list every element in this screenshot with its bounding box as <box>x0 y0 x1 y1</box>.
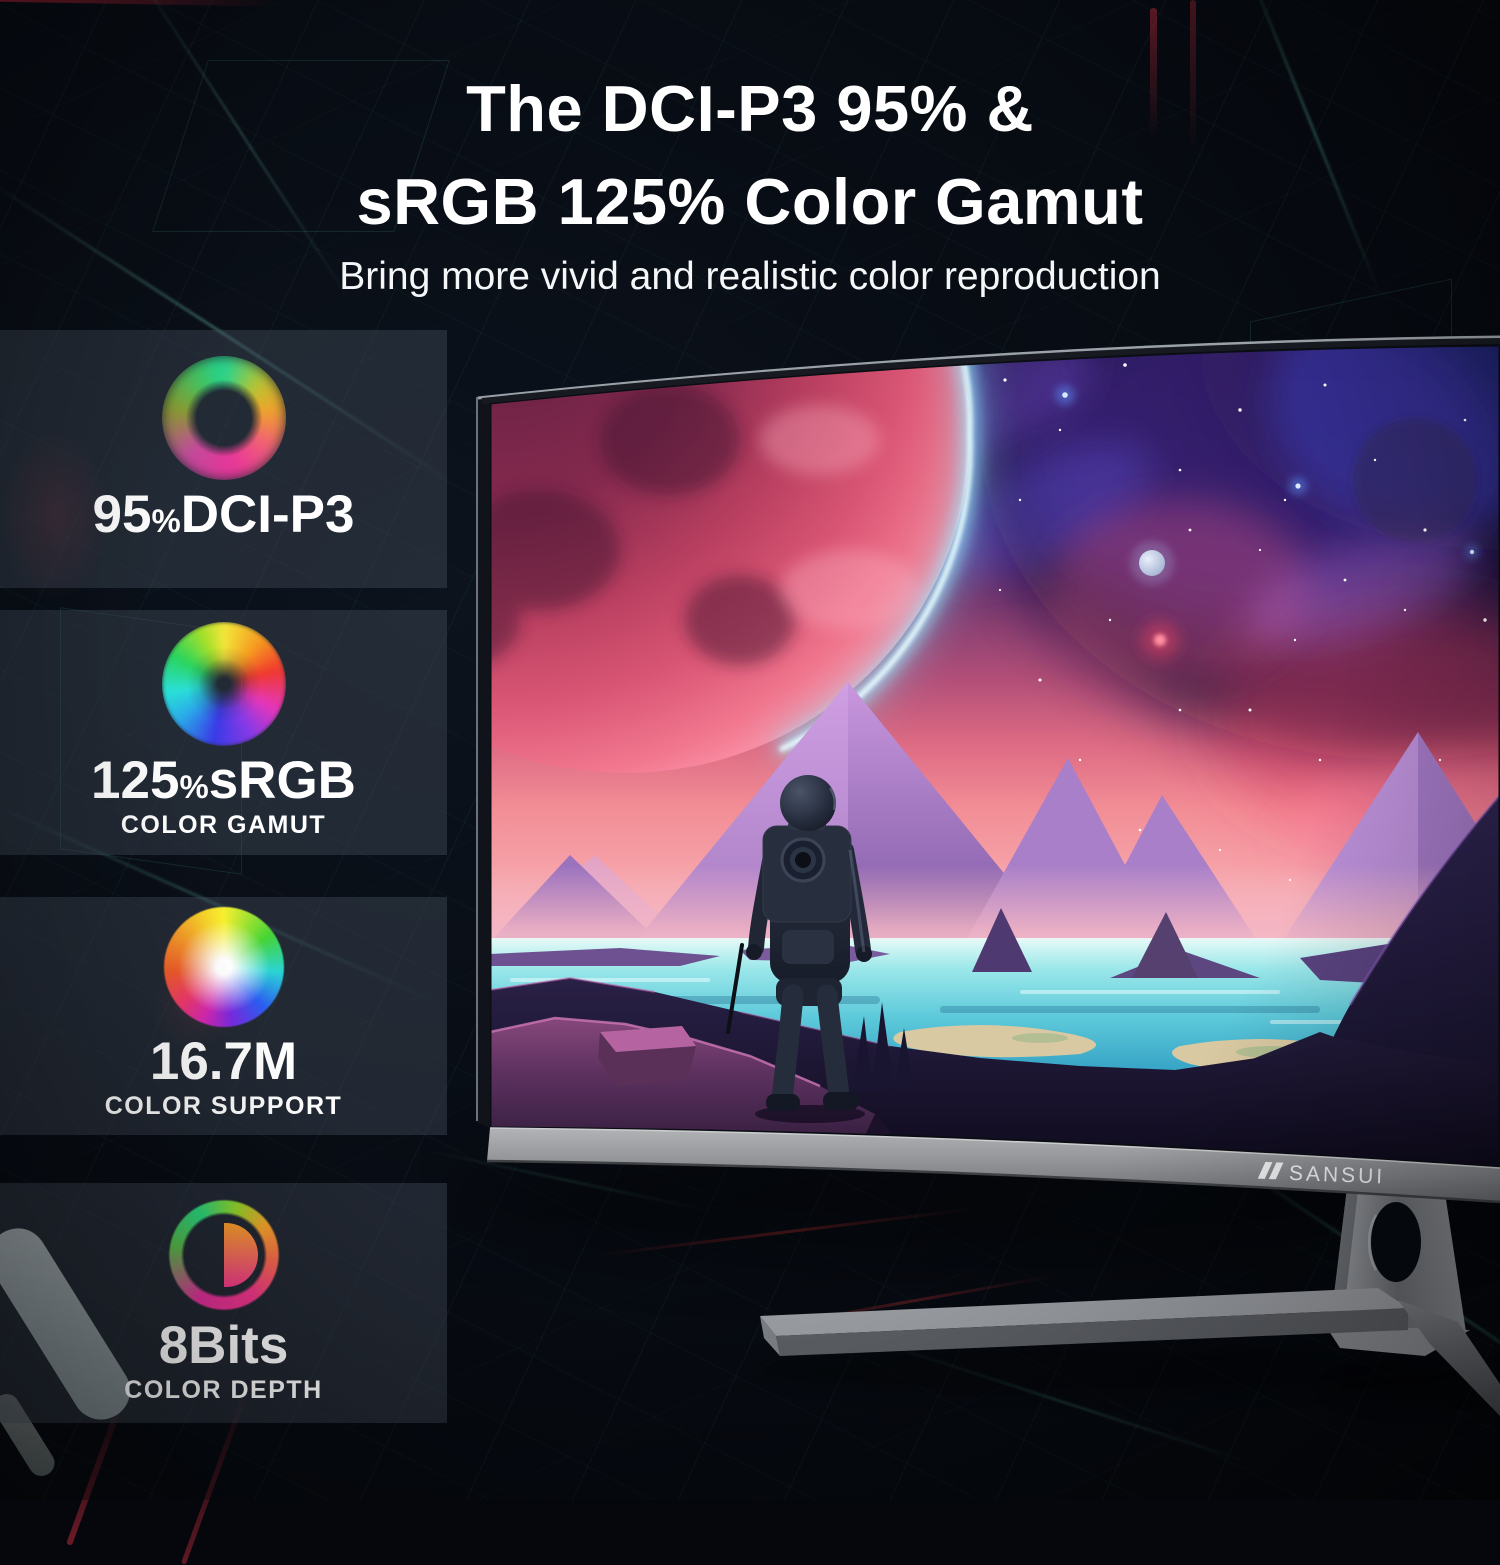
feature-percent: % <box>179 768 209 805</box>
feature-value: 125%sRGB <box>91 751 356 810</box>
monitor-stand-base <box>750 1288 1500 1416</box>
page-subtitle: Bring more vivid and realistic color rep… <box>339 255 1161 298</box>
feature-caption: COLOR SUPPORT <box>104 1092 343 1121</box>
feature-panel-srgb: 125%sRGB COLOR GAMUT <box>0 610 447 855</box>
feature-panel-color-support: 16.7M COLOR SUPPORT <box>0 897 447 1135</box>
feature-number: 125 <box>91 751 180 810</box>
feature-percent: % <box>151 502 181 539</box>
brand-logo-icon <box>1257 1161 1284 1180</box>
feature-number: 8Bits <box>158 1316 289 1375</box>
color-depth-ring-icon <box>167 1199 280 1311</box>
monitor-top-edge <box>477 335 1500 400</box>
feature-caption: COLOR GAMUT <box>120 811 327 840</box>
feature-number: 95 <box>92 485 152 544</box>
monitor-top-bezel <box>481 338 1500 404</box>
feature-number: 16.7M <box>149 1032 298 1091</box>
feature-caption: COLOR DEPTH <box>124 1376 323 1405</box>
monitor-side-bezel <box>476 396 490 1128</box>
scene-dim-planet <box>1353 418 1477 542</box>
feature-name: DCI-P3 <box>180 485 355 544</box>
scene-moon <box>1130 541 1174 585</box>
bg-red-streak <box>1150 8 1157 138</box>
bg-red-glow <box>0 430 110 600</box>
scene-astronaut <box>726 775 872 1123</box>
monitor-chin-bezel <box>486 1127 1500 1204</box>
srgb-color-wheel-icon <box>161 622 286 746</box>
monitor-screen <box>490 345 1500 1168</box>
title-line-1: The DCI-P3 95% & <box>466 72 1034 145</box>
color-support-wheel-icon <box>163 907 284 1027</box>
monitor-illustration: SANSUI <box>440 335 1500 1416</box>
feature-panel-dci-p3: 95%DCI-P3 <box>0 330 447 588</box>
bg-red-streak <box>1190 0 1196 150</box>
dci-p3-color-ring-icon <box>161 356 286 480</box>
feature-name: sRGB <box>208 751 356 810</box>
title-line-2: sRGB 125% Color Gamut <box>356 165 1144 238</box>
brand-logo: SANSUI <box>1257 1161 1386 1189</box>
feature-value: 16.7M <box>149 1032 298 1091</box>
feature-panel-color-depth: 8Bits COLOR DEPTH <box>0 1183 447 1423</box>
brand-logo-text: SANSUI <box>1289 1162 1386 1189</box>
page-title: The DCI-P3 95% & sRGB 125% Color Gamut B… <box>0 62 1500 299</box>
scene-stars <box>998 363 1487 902</box>
feature-value: 95%DCI-P3 <box>92 485 355 544</box>
feature-value: 8Bits <box>158 1316 289 1375</box>
